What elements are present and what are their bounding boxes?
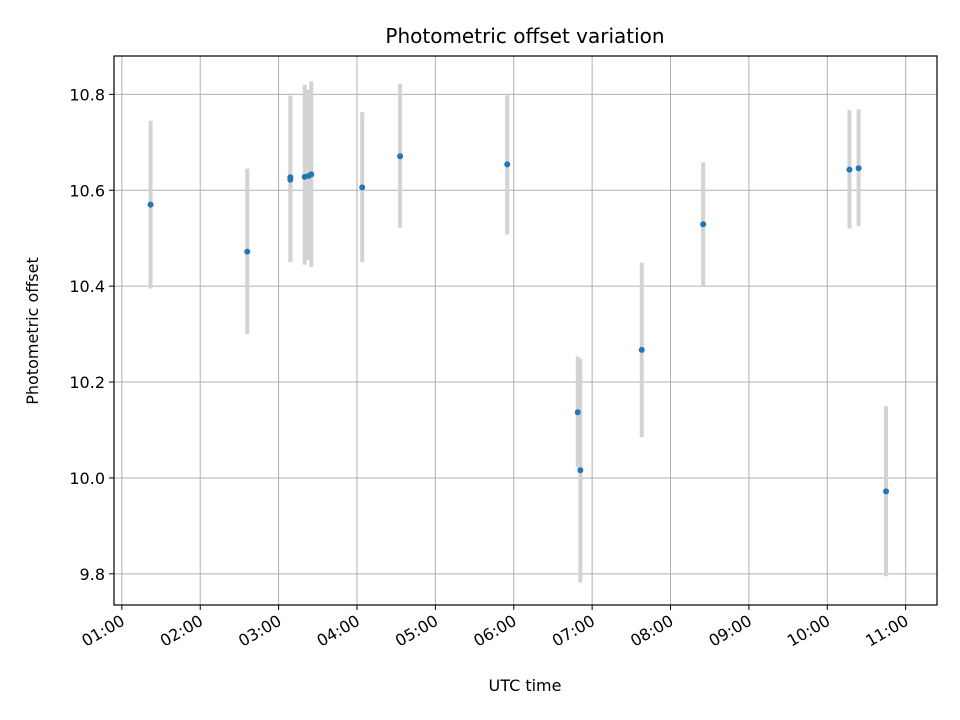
data-point [147,201,154,208]
data-point [308,171,315,178]
y-tick-label: 10.0 [69,469,105,488]
chart-title: Photometric offset variation [385,24,664,48]
y-axis: 9.8 10.0 10.2 10.4 10.6 10.8 [69,85,114,584]
data-point [574,409,581,416]
y-axis-label: Photometric offset [23,257,42,405]
y-tick-label: 10.4 [69,277,105,296]
y-tick-label: 10.2 [69,373,105,392]
data-point [846,166,853,173]
plot-frame [113,55,938,606]
data-point [855,165,862,172]
data-point [700,221,707,228]
x-axis-label: UTC time [489,676,562,695]
data-point [244,248,251,255]
data-points [147,153,890,495]
data-point [287,174,294,181]
data-point [359,184,366,191]
y-tick-label: 10.6 [69,181,105,200]
y-tick-label: 10.8 [69,85,105,104]
data-point [883,488,890,495]
data-point [577,467,584,474]
data-point [638,346,645,353]
data-point [504,161,511,168]
data-point [397,153,404,160]
y-tick-label: 9.8 [80,565,105,584]
grid [114,56,937,605]
